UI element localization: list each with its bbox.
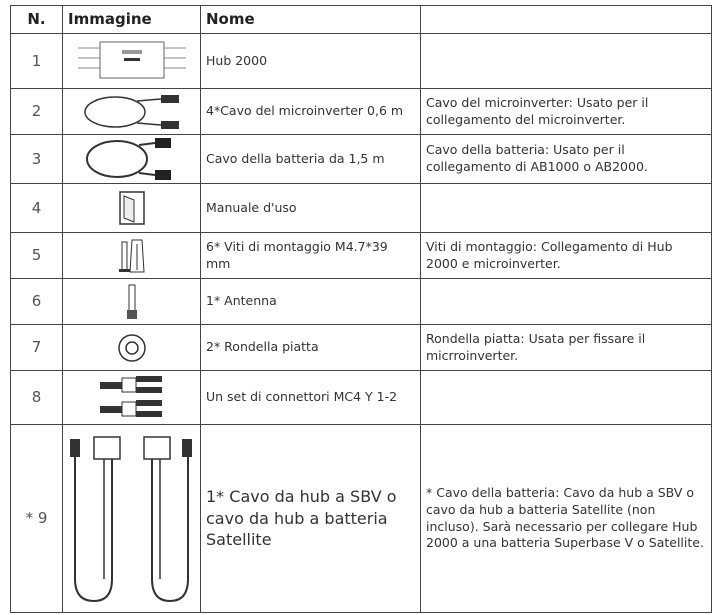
name: Cavo della batteria da 1,5 m: [200, 134, 421, 184]
name: Manuale d'uso: [200, 183, 421, 233]
header-row: N. Immagine Nome: [10, 5, 712, 34]
row: 4 Manuale d'uso: [10, 183, 712, 233]
hub-icon: [77, 41, 186, 79]
name: 2* Rondella piatta: [200, 324, 421, 371]
row: 8 Un set di connettori MC4 Y 1-2: [10, 370, 712, 425]
image: [62, 88, 201, 135]
connector-icon: [99, 375, 162, 417]
header-cell: Nome: [200, 5, 421, 34]
description: Viti di montaggio: Collegamento di Hub 2…: [420, 232, 712, 279]
row: 7 2* Rondella piatta Rondella piatta: Us…: [10, 324, 712, 371]
row: 1 Hub 2000: [10, 33, 712, 89]
image: [62, 183, 201, 233]
cables-icon: [69, 435, 192, 602]
name: Un set di connettori MC4 Y 1-2: [200, 370, 421, 425]
image: [62, 370, 201, 425]
number: 5: [10, 232, 63, 279]
image: [62, 424, 201, 613]
description: Rondella piatta: Usata per fissare il mi…: [420, 324, 712, 371]
header-cell: Immagine: [62, 5, 201, 34]
screw-icon: [118, 239, 145, 272]
image: [62, 278, 201, 325]
number: 7: [10, 324, 63, 371]
description: [420, 33, 712, 89]
description: * Cavo della batteria: Cavo da hub a SBV…: [420, 424, 712, 613]
description: [420, 183, 712, 233]
description: [420, 278, 712, 325]
image: [62, 232, 201, 279]
number: * 9: [10, 424, 63, 613]
name: 1* Cavo da hub a SBV o cavo da hub a bat…: [200, 424, 421, 613]
image: [62, 134, 201, 184]
name: Hub 2000: [200, 33, 421, 89]
row: * 9 1* Cavo da hub a SBV o cavo da hub a…: [10, 424, 712, 613]
header-cell: N.: [10, 5, 63, 34]
description: Cavo della batteria: Usato per il colleg…: [420, 134, 712, 184]
number: 1: [10, 33, 63, 89]
description: [420, 370, 712, 425]
row: 3 Cavo della batteria da 1,5 m Cavo dell…: [10, 134, 712, 184]
name: 6* Viti di montaggio M4.7*39 mm: [200, 232, 421, 279]
number: 6: [10, 278, 63, 325]
row: 6 1* Antenna: [10, 278, 712, 325]
cable-icon: [83, 94, 179, 129]
parts-table: N. Immagine Nome 1 Hub 2000 2 4*Cavo del…: [10, 5, 712, 613]
number: 3: [10, 134, 63, 184]
name: 1* Antenna: [200, 278, 421, 325]
row: 5 6* Viti di montaggio M4.7*39 mm Viti d…: [10, 232, 712, 279]
antenna-icon: [126, 284, 137, 319]
name: 4*Cavo del microinverter 0,6 m: [200, 88, 421, 135]
header-cell: [420, 5, 712, 34]
description: Cavo del microinverter: Usato per il col…: [420, 88, 712, 135]
cable-icon: [85, 138, 171, 180]
number: 8: [10, 370, 63, 425]
number: 2: [10, 88, 63, 135]
manual-icon: [118, 191, 145, 225]
image: [62, 33, 201, 89]
number: 4: [10, 183, 63, 233]
image: [62, 324, 201, 371]
row: 2 4*Cavo del microinverter 0,6 m Cavo de…: [10, 88, 712, 135]
washer-icon: [117, 333, 146, 362]
